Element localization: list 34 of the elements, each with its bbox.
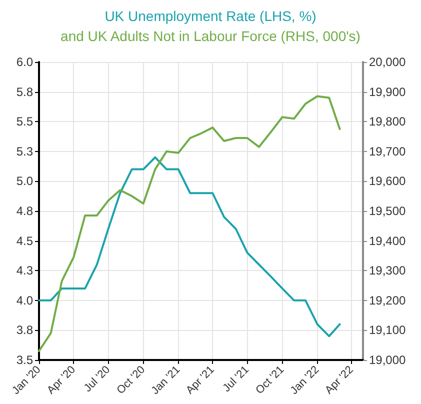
x-tick-label: Jul '21 bbox=[220, 364, 252, 394]
x-tick-label: Jan '21 bbox=[149, 364, 183, 398]
y2-tick-label: 19,600 bbox=[369, 174, 406, 188]
y2-tick-label: 19,300 bbox=[369, 264, 406, 278]
y2-tick-label: 19,000 bbox=[369, 353, 406, 367]
y-tick-label: 5.8 bbox=[16, 84, 34, 99]
y2-tick-label: 19,200 bbox=[369, 293, 406, 308]
y-tick-label: 4.3 bbox=[16, 264, 34, 278]
y-tick-label: 6.0 bbox=[16, 55, 34, 69]
y2-tick-label: 19,900 bbox=[369, 84, 406, 99]
y-tick-label: 4.8 bbox=[16, 204, 34, 218]
y2-tick-label: 19,800 bbox=[369, 114, 406, 129]
y2-tick-label: 19,700 bbox=[369, 144, 406, 158]
y-tick-label: 5.5 bbox=[16, 114, 34, 129]
y-tick-label: 4.0 bbox=[16, 293, 34, 308]
y-tick-label: 3.8 bbox=[16, 323, 34, 338]
x-tick-label: Oct '20 bbox=[114, 364, 148, 397]
y2-tick-label: 19,100 bbox=[369, 323, 406, 338]
x-tick-label: Oct '21 bbox=[254, 364, 287, 397]
x-tick-label: Jul '20 bbox=[82, 364, 113, 394]
x-tick-label: Jan '22 bbox=[288, 364, 322, 398]
chart-subtitle: and UK Adults Not in Labour Force (RHS, 000's) bbox=[60, 28, 360, 44]
y-tick-label: 4.5 bbox=[16, 234, 34, 248]
x-tick-label: Apr '21 bbox=[184, 364, 217, 397]
y-tick-label: 5.3 bbox=[16, 144, 34, 158]
x-tick-label: Apr '20 bbox=[45, 364, 78, 397]
chart-title: UK Unemployment Rate (LHS, %) bbox=[104, 8, 316, 24]
x-tick-label: Apr '22 bbox=[322, 364, 356, 397]
y2-tick-label: 19,400 bbox=[369, 234, 406, 248]
y-tick-label: 5.0 bbox=[16, 174, 34, 188]
y2-tick-label: 19,500 bbox=[369, 204, 406, 218]
line-series bbox=[38, 95, 341, 352]
line-series bbox=[38, 156, 341, 338]
y2-tick-label: 20,000 bbox=[369, 55, 406, 69]
